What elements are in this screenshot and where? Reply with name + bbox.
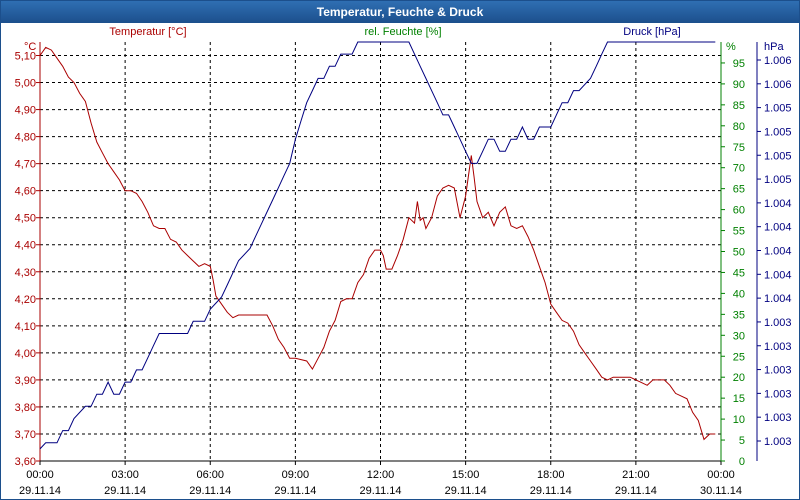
temp-tick-label: 4,20 bbox=[15, 294, 36, 306]
press-axis-unit: hPa bbox=[764, 41, 784, 53]
hum-tick-label: 55 bbox=[733, 226, 745, 238]
hum-tick-label: 80 bbox=[733, 121, 745, 133]
press-tick-label: 1.004 bbox=[764, 269, 792, 281]
press-tick-label: 1.006 bbox=[764, 79, 792, 91]
x-tick-date-label: 29.11.14 bbox=[19, 485, 61, 497]
axes-layer bbox=[36, 42, 761, 465]
hum-tick-label: 50 bbox=[733, 247, 745, 259]
hum-tick-label: 25 bbox=[733, 351, 745, 363]
x-tick-time-label: 06:00 bbox=[196, 469, 224, 481]
x-tick-date-label: 29.11.14 bbox=[445, 485, 487, 497]
press-tick-label: 1.003 bbox=[764, 412, 792, 424]
hum-tick-label: 30 bbox=[733, 330, 745, 342]
temp-tick-label: 4,60 bbox=[15, 186, 36, 198]
temp-axis-unit: °C bbox=[24, 41, 36, 53]
hum-tick-label: 40 bbox=[733, 288, 745, 300]
temp-tick-label: 3,60 bbox=[15, 456, 36, 468]
temp-tick-label: 4,70 bbox=[15, 159, 36, 171]
x-tick-date-label: 29.11.14 bbox=[615, 485, 657, 497]
series-layer bbox=[39, 41, 716, 450]
x-tick-date-label: 29.11.14 bbox=[359, 485, 401, 497]
x-tick-time-label: 18:00 bbox=[537, 469, 565, 481]
hum-tick-label: 65 bbox=[733, 184, 745, 196]
x-tick-time-label: 21:00 bbox=[622, 469, 650, 481]
hum-tick-label: 0 bbox=[739, 456, 745, 468]
x-tick-time-label: 00:00 bbox=[707, 469, 735, 481]
temp-tick-label: 4,40 bbox=[15, 240, 36, 252]
x-tick-date-label: 29.11.14 bbox=[104, 485, 146, 497]
temp-tick-label: 4,50 bbox=[15, 213, 36, 225]
hum-tick-label: 45 bbox=[733, 267, 745, 279]
hum-tick-label: 70 bbox=[733, 163, 745, 175]
press-tick-label: 1.003 bbox=[764, 341, 792, 353]
temp-axis-label: Temperatur [°C] bbox=[109, 26, 186, 38]
x-tick-time-label: 09:00 bbox=[282, 469, 310, 481]
temp-tick-label: 4,00 bbox=[15, 348, 36, 360]
grid-layer bbox=[40, 42, 721, 461]
hum-tick-label: 35 bbox=[733, 309, 745, 321]
press-axis-label: Druck [hPa] bbox=[623, 26, 680, 38]
temp-tick-label: 4,30 bbox=[15, 267, 36, 279]
hum-tick-label: 60 bbox=[733, 205, 745, 217]
hum-tick-label: 15 bbox=[733, 393, 745, 405]
press-tick-label: 1.004 bbox=[764, 246, 792, 258]
labels-layer: °C Temperatur [°C] rel. Feuchte [%] Druc… bbox=[24, 26, 784, 53]
chart-title: Temperatur, Feuchte & Druck bbox=[1, 1, 799, 23]
temp-tick-label: 3,70 bbox=[15, 429, 36, 441]
press-tick-label: 1.004 bbox=[764, 222, 792, 234]
press-tick-label: 1.003 bbox=[764, 388, 792, 400]
temp-tick-label: 4,80 bbox=[15, 132, 36, 144]
press-tick-label: 1.005 bbox=[764, 174, 792, 186]
x-tick-time-label: 12:00 bbox=[367, 469, 395, 481]
press-tick-label: 1.003 bbox=[764, 436, 792, 448]
x-tick-date-label: 29.11.14 bbox=[274, 485, 316, 497]
press-tick-label: 1.003 bbox=[764, 317, 792, 329]
press-tick-label: 1.005 bbox=[764, 103, 792, 115]
temp-tick-label: 3,80 bbox=[15, 402, 36, 414]
temp-tick-label: 4,90 bbox=[15, 105, 36, 117]
x-tick-time-label: 00:00 bbox=[26, 469, 54, 481]
x-tick-time-label: 15:00 bbox=[452, 469, 480, 481]
series-temperature-line bbox=[39, 46, 716, 441]
hum-tick-label: 5 bbox=[739, 435, 745, 447]
x-tick-time-label: 03:00 bbox=[111, 469, 139, 481]
series-pressure-line bbox=[39, 41, 716, 450]
x-tick-date-label: 29.11.14 bbox=[530, 485, 572, 497]
hum-tick-label: 75 bbox=[733, 142, 745, 154]
x-tick-date-label: 30.11.14 bbox=[700, 485, 742, 497]
temp-tick-label: 4,10 bbox=[15, 321, 36, 333]
press-tick-label: 1.006 bbox=[764, 55, 792, 67]
hum-axis-label: rel. Feuchte [%] bbox=[364, 26, 441, 38]
hum-tick-label: 90 bbox=[733, 79, 745, 91]
ticks-layer: 00:00 29.11.14 03:00 29.11.14 06:00 29.11.14 0… bbox=[15, 51, 792, 497]
hum-axis-unit: % bbox=[726, 41, 736, 53]
x-tick-date-label: 29.11.14 bbox=[189, 485, 231, 497]
press-tick-label: 1.005 bbox=[764, 150, 792, 162]
temp-tick-label: 3,90 bbox=[15, 375, 36, 387]
hum-tick-label: 95 bbox=[733, 58, 745, 70]
hum-tick-label: 85 bbox=[733, 100, 745, 112]
press-tick-label: 1.004 bbox=[764, 198, 792, 210]
press-tick-label: 1.003 bbox=[764, 365, 792, 377]
temp-tick-label: 5,00 bbox=[15, 78, 36, 90]
press-tick-label: 1.004 bbox=[764, 293, 792, 305]
press-tick-label: 1.005 bbox=[764, 126, 792, 138]
temp-tick-label: 5,10 bbox=[15, 51, 36, 63]
hum-tick-label: 10 bbox=[733, 414, 745, 426]
hum-tick-label: 20 bbox=[733, 372, 745, 384]
